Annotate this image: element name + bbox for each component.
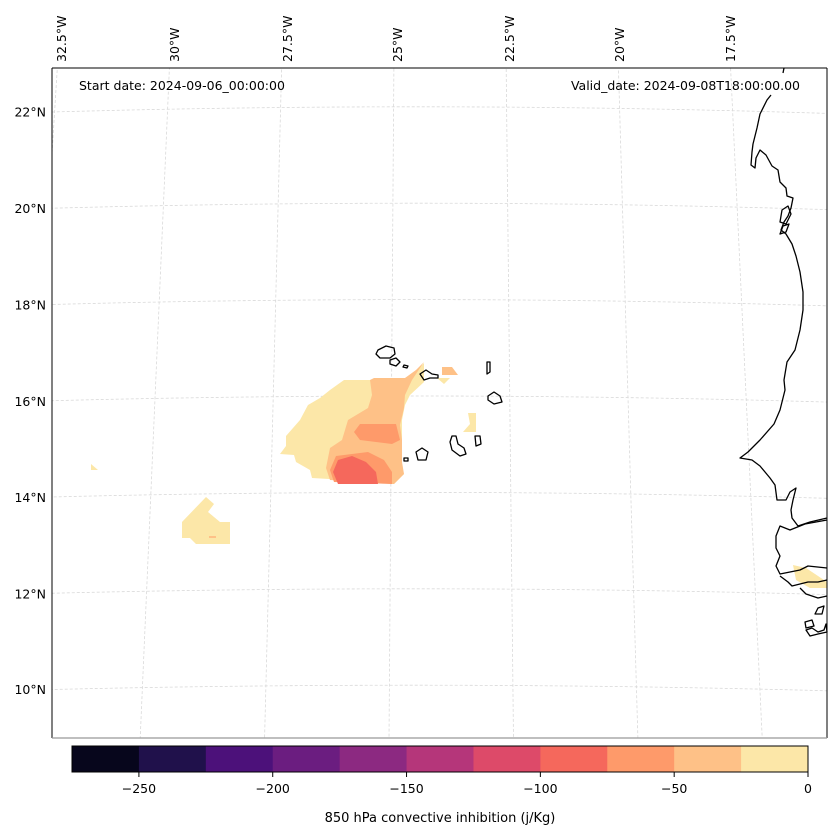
- longitude-tick-label: 17.5°W: [723, 16, 738, 62]
- colorbar-segment: [205, 746, 274, 772]
- colorbar-segment: [741, 746, 809, 772]
- island-sao-nicolau: [419, 369, 439, 381]
- coastline-bijagos-islands: [804, 605, 828, 637]
- latitude-tick-label: 18°N: [14, 297, 46, 312]
- longitude-tick-label: 20°W: [612, 27, 627, 62]
- parallel-gridline: [52, 202, 827, 211]
- parallel-gridline: [52, 106, 827, 114]
- coastline-mauritania-bay: [779, 205, 792, 235]
- latitude-tick-label: 12°N: [14, 587, 46, 602]
- colorbar-tick-label: 0: [804, 781, 812, 796]
- parallel-gridline: [52, 684, 827, 692]
- island-boa-vista: [487, 391, 503, 405]
- parallel-gridline: [52, 491, 827, 499]
- west-speck: [91, 464, 98, 470]
- colorbar-segment: [607, 746, 675, 772]
- start-date-label: Start date: 2024-09-06_00:00:00: [79, 78, 285, 93]
- meridian-gridline: [388, 68, 395, 738]
- latitude-tick-label: 10°N: [14, 682, 46, 697]
- longitude-tick-label: 30°W: [167, 27, 182, 62]
- gridlines: [52, 68, 827, 738]
- longitude-tick-label: 22.5°W: [502, 16, 517, 62]
- island-fogo: [415, 447, 429, 461]
- island-patch-east: [463, 413, 476, 432]
- island-sal: [486, 361, 491, 375]
- southwest-patch: [182, 497, 230, 544]
- colorbar-segment: [406, 746, 474, 772]
- island-maio: [474, 435, 482, 447]
- cin-filled-contours: [91, 362, 827, 588]
- southwest-patch-speck: [209, 536, 216, 538]
- meridian-gridline: [139, 68, 170, 738]
- island-santa-luzia: [402, 364, 409, 369]
- longitude-tick-labels: 32.5°W 30°W 27.5°W 25°W 22.5°W 20°W 17.5°W: [54, 16, 738, 62]
- colorbar-segment: [272, 746, 341, 772]
- colorbar-segment: [473, 746, 541, 772]
- colorbar-tick-label: −50: [661, 781, 687, 796]
- island-sao-vicente: [389, 357, 401, 367]
- coastline-africa-north: [739, 67, 828, 527]
- island-santiago: [449, 435, 467, 457]
- island-brava: [403, 457, 409, 462]
- main-cin-field-inner: [354, 424, 400, 444]
- latitude-tick-label: 14°N: [14, 490, 46, 505]
- colorbar-segment: [138, 746, 207, 772]
- colorbar-outline: [71, 745, 809, 773]
- meridian-gridline: [264, 68, 283, 738]
- colorbar-tick-label: −250: [122, 781, 156, 796]
- colorbar-segment: [540, 746, 608, 772]
- main-cin-field-mid: [326, 362, 424, 484]
- island-santo-antao: [375, 345, 396, 359]
- colorbar-segment: [339, 746, 408, 772]
- colorbar: −250 −200 −150 −100 −50 0: [71, 745, 812, 796]
- parallel-gridline: [52, 588, 827, 595]
- parallel-gridline: [52, 299, 827, 307]
- longitude-tick-label: 32.5°W: [54, 16, 69, 62]
- longitude-tick-label: 25°W: [390, 27, 405, 62]
- meridian-gridline: [505, 68, 514, 738]
- colorbar-segment: [72, 746, 140, 772]
- valid-date-label: Valid_date: 2024-09-08T18:00:00.00: [571, 78, 800, 93]
- colorbar-tick-label: −100: [523, 781, 557, 796]
- colorbar-segment: [674, 746, 742, 772]
- longitude-tick-label: 27.5°W: [280, 16, 295, 62]
- colorbar-label: 850 hPa convective inhibition (j/Kg): [325, 811, 556, 826]
- meridian-gridline: [618, 68, 639, 738]
- island-patch-triangle: [437, 378, 450, 384]
- main-cin-field-core: [333, 456, 378, 484]
- colorbar-tick-label: −200: [256, 781, 290, 796]
- latitude-tick-label: 16°N: [14, 394, 46, 409]
- colorbar-tick-label: −150: [389, 781, 423, 796]
- island-patch-north: [442, 367, 458, 375]
- parallel-gridline: [52, 395, 827, 403]
- coastline-senegal-gambia: [775, 519, 828, 599]
- coastlines: [375, 67, 828, 637]
- latitude-tick-label: 20°N: [14, 201, 46, 216]
- latitude-tick-label: 22°N: [14, 105, 46, 120]
- latitude-tick-labels: 22°N 20°N 18°N 16°N 14°N 12°N 10°N: [14, 105, 46, 697]
